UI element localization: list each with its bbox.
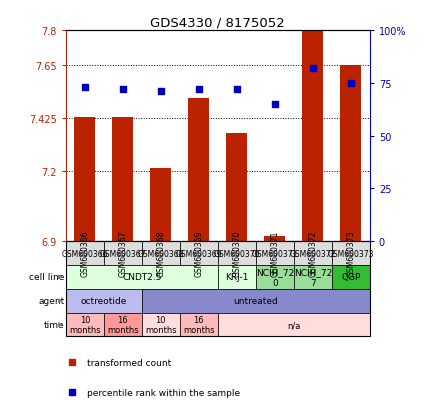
Text: NCIH_72
7: NCIH_72 7: [294, 268, 332, 287]
Text: GSM600373: GSM600373: [328, 249, 374, 258]
Point: [309, 66, 316, 72]
Bar: [180, 242, 218, 265]
Text: GSM600371: GSM600371: [252, 249, 298, 258]
Bar: [188, 99, 209, 242]
Point: [196, 87, 202, 93]
Text: GSM600372: GSM600372: [308, 230, 317, 277]
Text: GSM600369: GSM600369: [176, 249, 222, 258]
Bar: [142, 242, 180, 265]
Title: GDS4330 / 8175052: GDS4330 / 8175052: [150, 17, 285, 30]
Bar: [142, 289, 370, 313]
Text: octreotide: octreotide: [81, 297, 127, 306]
Text: percentile rank within the sample: percentile rank within the sample: [87, 388, 240, 397]
Point: [233, 87, 240, 93]
Bar: [256, 265, 294, 289]
Text: GSM600372: GSM600372: [289, 249, 336, 258]
Text: cell line: cell line: [29, 273, 64, 282]
Bar: [227, 134, 247, 242]
Bar: [294, 242, 332, 265]
Bar: [104, 313, 142, 337]
Bar: [66, 265, 218, 289]
Text: 16
months: 16 months: [183, 315, 215, 335]
Bar: [218, 242, 256, 265]
Bar: [66, 242, 104, 265]
Text: CNDT2.5: CNDT2.5: [122, 273, 162, 282]
Bar: [340, 66, 361, 242]
Text: GSM600368: GSM600368: [156, 230, 165, 277]
Point: [119, 87, 126, 93]
Text: 10
months: 10 months: [145, 315, 177, 335]
Text: GSM600366: GSM600366: [80, 230, 89, 277]
Text: untreated: untreated: [233, 297, 278, 306]
Point: [347, 80, 354, 87]
Point: [272, 101, 278, 108]
Text: KRJ-1: KRJ-1: [225, 273, 249, 282]
Text: GSM600373: GSM600373: [346, 230, 355, 277]
Bar: [180, 242, 218, 265]
Bar: [104, 242, 142, 265]
Bar: [218, 265, 256, 289]
Bar: [66, 242, 104, 265]
Bar: [104, 242, 142, 265]
Bar: [66, 289, 142, 313]
Bar: [332, 265, 370, 289]
Bar: [302, 31, 323, 242]
Text: transformed count: transformed count: [87, 358, 171, 367]
Text: GSM600370: GSM600370: [213, 249, 260, 258]
Text: agent: agent: [38, 297, 64, 306]
Text: GSM600370: GSM600370: [232, 230, 241, 277]
Bar: [218, 242, 256, 265]
Bar: [294, 242, 332, 265]
Text: 10
months: 10 months: [69, 315, 101, 335]
Bar: [294, 265, 332, 289]
Bar: [332, 242, 370, 265]
Bar: [264, 237, 285, 242]
Text: GSM600368: GSM600368: [138, 249, 184, 258]
Bar: [112, 118, 133, 242]
Bar: [256, 242, 294, 265]
Bar: [66, 313, 104, 337]
Text: GSM600371: GSM600371: [270, 230, 279, 277]
Bar: [332, 242, 370, 265]
Text: GSM600369: GSM600369: [194, 230, 203, 277]
Bar: [150, 169, 171, 242]
Text: 16
months: 16 months: [107, 315, 139, 335]
Bar: [74, 118, 95, 242]
Text: GSM600367: GSM600367: [99, 249, 146, 258]
Bar: [256, 242, 294, 265]
Text: GSM600366: GSM600366: [62, 249, 108, 258]
Bar: [180, 313, 218, 337]
Bar: [218, 313, 370, 337]
Text: n/a: n/a: [287, 320, 300, 329]
Text: GSM600367: GSM600367: [118, 230, 127, 277]
Point: [157, 89, 164, 95]
Bar: [142, 242, 180, 265]
Text: time: time: [44, 320, 64, 329]
Bar: [142, 313, 180, 337]
Text: QGP: QGP: [341, 273, 360, 282]
Point: [82, 85, 88, 91]
Text: NCIH_72
0: NCIH_72 0: [256, 268, 294, 287]
